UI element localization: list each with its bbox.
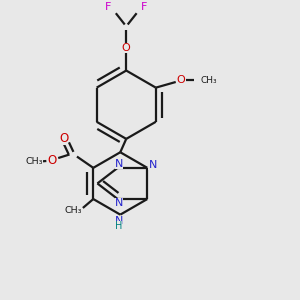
Text: O: O xyxy=(122,43,130,53)
Text: F: F xyxy=(141,2,147,12)
Text: O: O xyxy=(177,75,185,85)
Text: H: H xyxy=(115,221,122,231)
Text: CH₃: CH₃ xyxy=(64,206,82,215)
Text: N: N xyxy=(115,198,123,208)
Text: N: N xyxy=(115,159,123,169)
Text: O: O xyxy=(47,154,56,167)
Text: O: O xyxy=(59,132,68,145)
Text: F: F xyxy=(105,2,112,12)
Text: N: N xyxy=(115,216,123,226)
Text: CH₃: CH₃ xyxy=(201,76,217,85)
Text: N: N xyxy=(148,160,157,170)
Text: CH₃: CH₃ xyxy=(25,158,43,166)
